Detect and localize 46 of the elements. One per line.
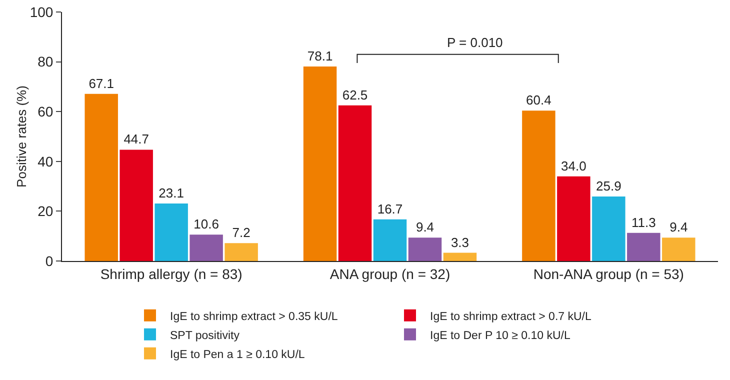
bar bbox=[338, 105, 372, 261]
bar bbox=[592, 196, 626, 261]
y-tick-label: 100 bbox=[30, 4, 54, 20]
x-tick-label: Non-ANA group (n = 53) bbox=[533, 266, 684, 282]
data-label: 3.3 bbox=[450, 234, 470, 250]
bar bbox=[224, 243, 258, 261]
data-label: 9.4 bbox=[670, 220, 688, 235]
y-tick-label: 0 bbox=[45, 252, 54, 269]
data-label: 34.0 bbox=[561, 158, 586, 174]
y-tick-label: 80 bbox=[38, 54, 54, 70]
bar bbox=[120, 150, 153, 261]
legend-label: IgE to shrimp extract > 0.35 kU/L bbox=[170, 310, 338, 323]
data-label: 7.2 bbox=[232, 225, 250, 240]
legend-label: IgE to shrimp extract > 0.7 kU/L bbox=[430, 310, 592, 323]
x-tick-label: ANA group (n = 32) bbox=[330, 266, 450, 282]
y-axis-title: Positive rates (%) bbox=[14, 86, 29, 188]
bar bbox=[154, 203, 188, 261]
data-label: 44.7 bbox=[124, 132, 150, 147]
y-tick-label: 20 bbox=[38, 203, 54, 220]
data-label: 25.9 bbox=[596, 178, 622, 194]
bar bbox=[443, 252, 477, 261]
bar bbox=[662, 238, 696, 261]
data-label: 9.4 bbox=[416, 220, 434, 235]
bar bbox=[303, 66, 337, 261]
data-label: 60.4 bbox=[526, 92, 552, 108]
bar bbox=[627, 232, 660, 261]
data-label: 67.1 bbox=[88, 76, 114, 91]
data-label: 23.1 bbox=[158, 185, 184, 200]
data-label: 78.1 bbox=[307, 48, 333, 64]
bar bbox=[373, 219, 407, 261]
annotation: P = 0.010 bbox=[447, 35, 503, 50]
y-tick-label: 40 bbox=[38, 153, 54, 170]
data-label: 10.6 bbox=[194, 216, 219, 232]
data-label: 11.3 bbox=[631, 214, 656, 230]
data-label: 16.7 bbox=[377, 201, 403, 216]
bar bbox=[522, 110, 556, 261]
bar bbox=[84, 94, 118, 261]
legend-label: IgE to Pen a 1 ≥ 0.10 kU/L bbox=[170, 348, 306, 361]
legend-label: SPT positivity bbox=[170, 330, 240, 342]
bar bbox=[190, 234, 223, 261]
bar bbox=[557, 176, 590, 261]
legend-label: IgE to Der P 10 ≥ 0.10 kU/L bbox=[430, 330, 571, 342]
data-label: 62.5 bbox=[342, 87, 368, 102]
x-tick-label: Shrimp allergy (n = 83) bbox=[100, 266, 242, 282]
y-tick-label: 60 bbox=[38, 104, 54, 120]
bar bbox=[408, 238, 442, 261]
